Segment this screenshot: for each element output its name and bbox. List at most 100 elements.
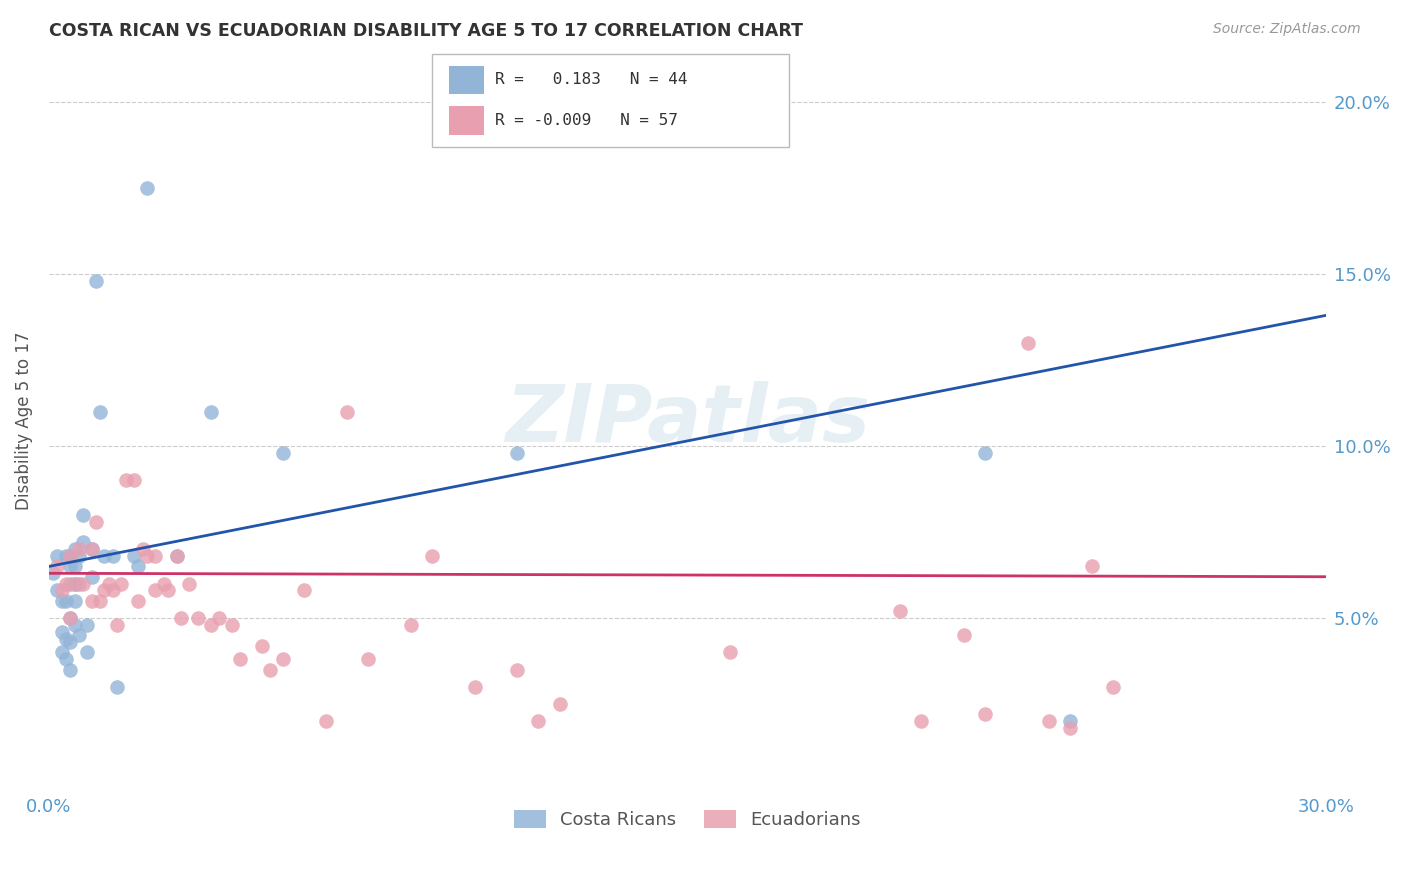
Point: [166, 549, 188, 563]
Point: [55, 549, 77, 563]
Point: [179, 576, 201, 591]
FancyBboxPatch shape: [449, 66, 484, 94]
Point: [527, 714, 550, 728]
Point: [97, 576, 120, 591]
Point: [63, 618, 86, 632]
Point: [718, 645, 741, 659]
Point: [46, 583, 69, 598]
Point: [63, 594, 86, 608]
Point: [153, 576, 176, 591]
Point: [55, 576, 77, 591]
Point: [80, 542, 103, 557]
Point: [974, 446, 997, 460]
Point: [127, 594, 149, 608]
Point: [93, 549, 115, 563]
Point: [67, 542, 90, 557]
Point: [46, 559, 69, 574]
Point: [229, 652, 252, 666]
Point: [548, 697, 571, 711]
Point: [208, 611, 231, 625]
Point: [506, 446, 529, 460]
Point: [105, 680, 128, 694]
Point: [315, 714, 337, 728]
Point: [110, 576, 132, 591]
Point: [76, 645, 98, 659]
Point: [974, 707, 997, 722]
Point: [170, 611, 193, 625]
Point: [59, 549, 82, 563]
Point: [910, 714, 932, 728]
Point: [59, 611, 82, 625]
Point: [93, 583, 115, 598]
Point: [114, 474, 136, 488]
Point: [51, 594, 73, 608]
Point: [63, 576, 86, 591]
Point: [127, 559, 149, 574]
Point: [357, 652, 380, 666]
Text: COSTA RICAN VS ECUADORIAN DISABILITY AGE 5 TO 17 CORRELATION CHART: COSTA RICAN VS ECUADORIAN DISABILITY AGE…: [49, 22, 803, 40]
Point: [84, 515, 107, 529]
Point: [101, 583, 124, 598]
Point: [67, 628, 90, 642]
Text: R =   0.183   N = 44: R = 0.183 N = 44: [495, 72, 688, 87]
Point: [292, 583, 315, 598]
Point: [84, 274, 107, 288]
Point: [80, 570, 103, 584]
Point: [221, 618, 243, 632]
Point: [1017, 335, 1039, 350]
Point: [271, 652, 294, 666]
Point: [135, 549, 157, 563]
FancyBboxPatch shape: [432, 54, 789, 147]
Point: [1059, 714, 1081, 728]
Point: [63, 542, 86, 557]
Point: [336, 405, 359, 419]
Point: [55, 632, 77, 646]
Point: [131, 542, 153, 557]
Point: [1059, 721, 1081, 735]
Point: [55, 652, 77, 666]
Point: [101, 549, 124, 563]
Point: [122, 549, 145, 563]
Point: [506, 663, 529, 677]
Point: [67, 549, 90, 563]
Point: [67, 576, 90, 591]
Point: [72, 576, 94, 591]
Point: [399, 618, 422, 632]
Point: [55, 594, 77, 608]
Point: [76, 618, 98, 632]
Point: [72, 535, 94, 549]
Text: ZIPatlas: ZIPatlas: [505, 381, 870, 459]
Point: [464, 680, 486, 694]
Point: [51, 583, 73, 598]
Point: [80, 542, 103, 557]
Point: [63, 576, 86, 591]
Point: [889, 604, 911, 618]
Point: [200, 405, 222, 419]
Point: [1038, 714, 1060, 728]
Point: [89, 594, 111, 608]
Point: [1080, 559, 1102, 574]
Point: [145, 549, 167, 563]
Point: [59, 611, 82, 625]
Point: [59, 576, 82, 591]
Point: [420, 549, 443, 563]
Legend: Costa Ricans, Ecuadorians: Costa Ricans, Ecuadorians: [506, 803, 869, 837]
Point: [42, 566, 65, 581]
Text: Source: ZipAtlas.com: Source: ZipAtlas.com: [1213, 22, 1361, 37]
Point: [953, 628, 976, 642]
Point: [59, 635, 82, 649]
Point: [105, 618, 128, 632]
Y-axis label: Disability Age 5 to 17: Disability Age 5 to 17: [15, 331, 32, 509]
Point: [59, 559, 82, 574]
Point: [187, 611, 209, 625]
Point: [250, 639, 273, 653]
Point: [59, 549, 82, 563]
Point: [51, 624, 73, 639]
Point: [51, 645, 73, 659]
Point: [145, 583, 167, 598]
Text: R = -0.009   N = 57: R = -0.009 N = 57: [495, 113, 678, 128]
Point: [271, 446, 294, 460]
Point: [122, 474, 145, 488]
Point: [200, 618, 222, 632]
Point: [89, 405, 111, 419]
